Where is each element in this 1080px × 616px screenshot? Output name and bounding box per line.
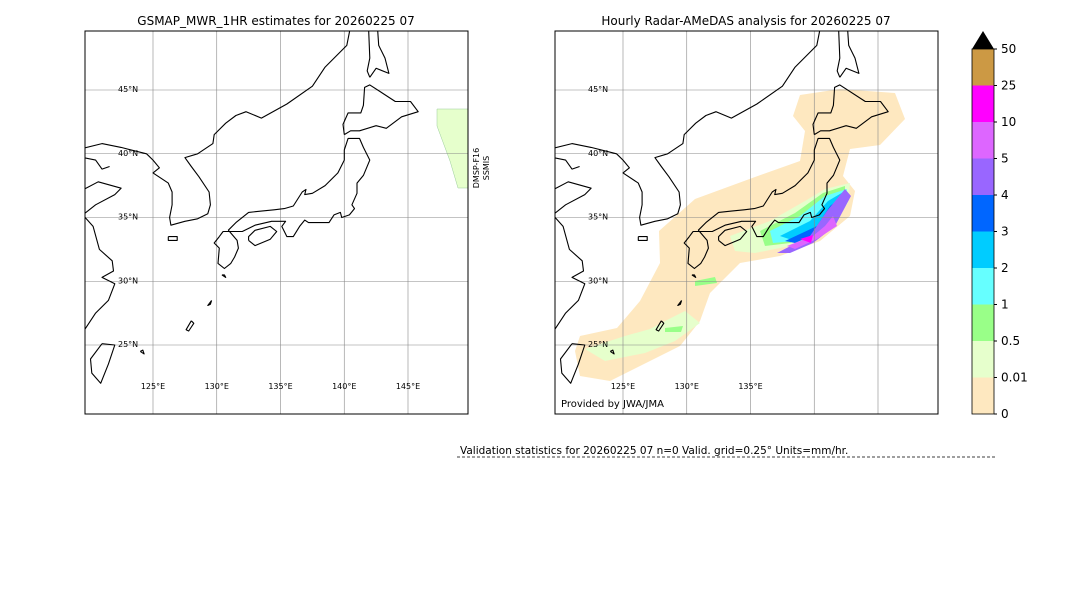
satellite-label: DMSP-F16	[472, 148, 481, 188]
lon-label: 130°E	[205, 382, 229, 391]
colorbar-extend	[972, 31, 994, 49]
colorbar-segment	[972, 49, 994, 86]
lat-label: 45°N	[588, 85, 608, 94]
colorbar-label: 5	[1001, 152, 1009, 166]
lon-label: 125°E	[141, 382, 165, 391]
lon-label: 135°E	[268, 382, 292, 391]
lat-label: 25°N	[588, 340, 608, 349]
lat-label: 35°N	[588, 213, 608, 222]
lat-label: 30°N	[588, 276, 608, 285]
colorbar-segment	[972, 195, 994, 232]
satellite-label: SSMIS	[482, 156, 491, 181]
colorbar-segment	[972, 304, 994, 341]
colorbar-label: 25	[1001, 79, 1016, 93]
colorbar-segment	[972, 122, 994, 159]
colorbar-label: 0	[1001, 407, 1009, 421]
map-frame	[554, 30, 939, 415]
precip-field	[575, 89, 905, 381]
colorbar-label: 4	[1001, 188, 1009, 202]
colorbar: 0 0.01 0.5 1 2 3 4 5 10 25 50	[971, 31, 1028, 421]
colorbar-label: 0.5	[1001, 334, 1020, 348]
right-title: Hourly Radar-AMeDAS analysis for 2026022…	[601, 14, 890, 28]
colorbar-label: 2	[1001, 261, 1009, 275]
colorbar-segment	[972, 268, 994, 305]
credit: Provided by JWA/JMA	[561, 399, 664, 410]
colorbar-segment	[972, 85, 994, 122]
colorbar-segment	[972, 341, 994, 378]
coastline	[85, 31, 419, 384]
rain-area	[436, 108, 468, 189]
right-map	[554, 30, 939, 415]
colorbar-label: 0.01	[1001, 371, 1028, 385]
lat-label: 25°N	[118, 340, 138, 349]
map-frame	[84, 30, 469, 415]
colorbar-label: 3	[1001, 225, 1009, 239]
lat-label: 45°N	[118, 85, 138, 94]
colorbar-segment	[972, 231, 994, 268]
validation-text: Validation statistics for 20260225 07 n=…	[460, 445, 848, 457]
lat-label: 35°N	[118, 213, 138, 222]
colorbar-segment	[972, 377, 994, 414]
left-title: GSMAP_MWR_1HR estimates for 20260225 07	[137, 14, 414, 28]
lon-label: 125°E	[611, 382, 635, 391]
lon-label: 145°E	[396, 382, 420, 391]
lon-label: 135°E	[738, 382, 762, 391]
colorbar-label: 10	[1001, 115, 1016, 129]
lat-label: 30°N	[118, 276, 138, 285]
lat-label: 40°N	[118, 149, 138, 158]
lon-label: 140°E	[332, 382, 356, 391]
colorbar-segment	[972, 158, 994, 195]
colorbar-label: 50	[1001, 42, 1016, 56]
lon-label: 130°E	[675, 382, 699, 391]
lat-label: 40°N	[588, 149, 608, 158]
left-map	[84, 30, 469, 415]
colorbar-label: 1	[1001, 298, 1009, 312]
